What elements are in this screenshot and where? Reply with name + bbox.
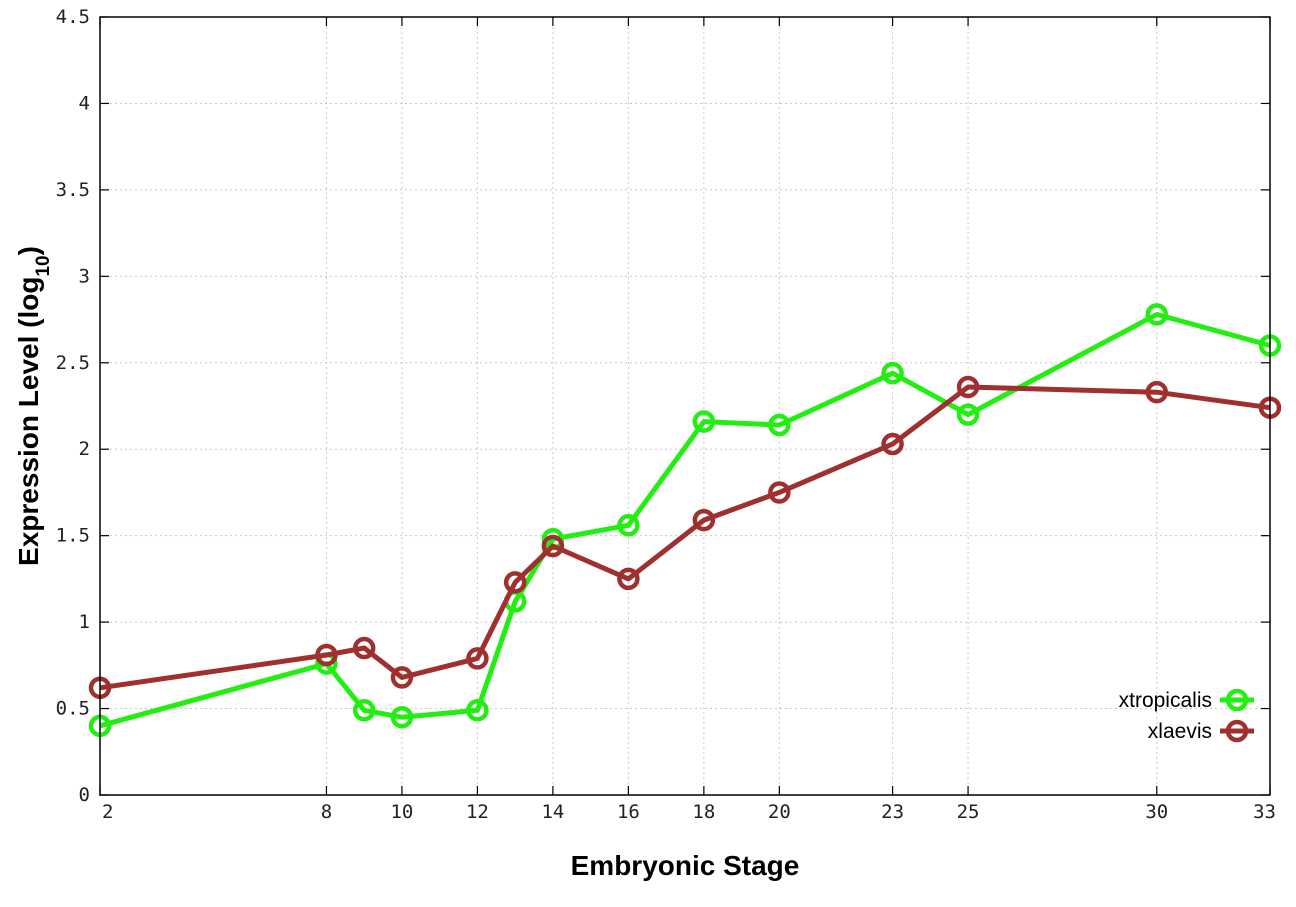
data-point bbox=[315, 643, 338, 667]
plot-frame bbox=[99, 16, 1271, 796]
y-tick-label: 1.5 bbox=[56, 525, 90, 547]
legend-swatch-marker bbox=[1225, 688, 1249, 712]
data-point bbox=[466, 699, 489, 722]
data-point bbox=[390, 666, 414, 689]
y-axis-title: Expression Level (log10) bbox=[13, 246, 54, 566]
x-tick-label: 16 bbox=[617, 801, 640, 823]
y-tick-label: 0.5 bbox=[56, 698, 90, 720]
x-tick-label: 18 bbox=[692, 801, 715, 823]
legend: xtropicalis xlaevis bbox=[1119, 688, 1254, 743]
y-tick-label: 1 bbox=[79, 611, 90, 633]
data-point bbox=[466, 647, 489, 670]
data-point bbox=[352, 636, 376, 660]
legend-label: xtropicalis bbox=[1119, 689, 1212, 712]
x-tick-label: 14 bbox=[541, 801, 564, 823]
data-point bbox=[956, 403, 980, 426]
x-tick-label: 8 bbox=[321, 801, 332, 823]
y-tick-label: 0 bbox=[79, 784, 90, 806]
data-point bbox=[692, 508, 716, 532]
data-point bbox=[1145, 380, 1169, 404]
y-axis-title-subscript: 10 bbox=[33, 255, 54, 276]
axis-ticks: 0 0.5 1 1.5 2 2.5 3 3.5 4 4.5 2 8 10 12 14 16 18 20 23 25 30… bbox=[56, 6, 1276, 823]
y-tick-label: 3 bbox=[79, 265, 90, 287]
x-tick-label: 12 bbox=[466, 801, 489, 823]
data-point bbox=[503, 571, 527, 594]
legend-label: xlaevis bbox=[1148, 720, 1212, 743]
y-tick-label: 2.5 bbox=[56, 352, 90, 374]
x-tick-label: 33 bbox=[1253, 801, 1276, 823]
data-point bbox=[541, 534, 565, 558]
data-point bbox=[617, 514, 640, 537]
series-xlaevis bbox=[88, 375, 1282, 700]
series-line bbox=[99, 311, 1271, 729]
series-line bbox=[99, 384, 1271, 691]
data-point bbox=[617, 567, 640, 591]
y-tick-label: 4 bbox=[79, 92, 90, 114]
series-layer bbox=[88, 303, 1282, 738]
data-point bbox=[352, 699, 376, 722]
data-point bbox=[768, 481, 791, 504]
y-axis-title-main: Expression Level (log bbox=[13, 277, 44, 566]
y-tick-label: 2 bbox=[79, 438, 90, 460]
data-point bbox=[881, 432, 904, 456]
x-tick-label: 2 bbox=[102, 801, 113, 823]
x-tick-label: 25 bbox=[957, 801, 980, 823]
legend-swatch-marker bbox=[1225, 719, 1249, 743]
y-tick-label: 4.5 bbox=[56, 6, 90, 28]
x-tick-label: 20 bbox=[768, 801, 791, 823]
series-xtropicalis bbox=[88, 303, 1282, 738]
y-tick-label: 3.5 bbox=[56, 179, 90, 201]
data-point bbox=[390, 705, 414, 729]
data-point bbox=[881, 361, 904, 385]
x-tick-label: 23 bbox=[881, 801, 904, 823]
data-point bbox=[768, 413, 791, 437]
x-tick-label: 10 bbox=[390, 801, 413, 823]
x-tick-label: 30 bbox=[1145, 801, 1168, 823]
data-point bbox=[956, 375, 980, 399]
y-axis-title-close: ) bbox=[13, 246, 44, 255]
x-axis-title: Embryonic Stage bbox=[571, 850, 800, 881]
data-point bbox=[692, 410, 716, 433]
data-point bbox=[1145, 303, 1169, 326]
